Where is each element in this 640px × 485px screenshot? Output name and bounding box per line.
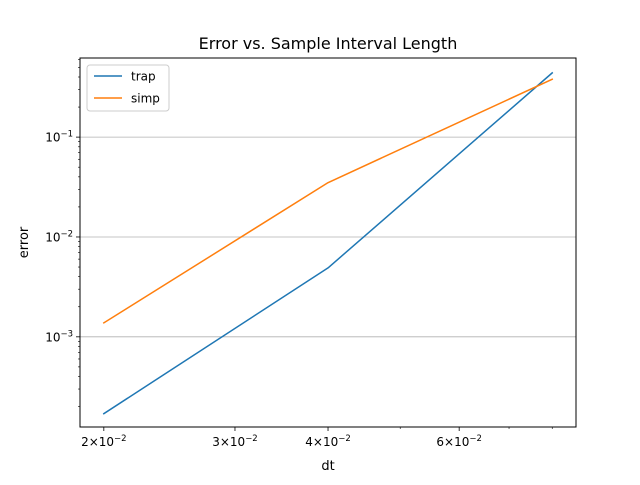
y-tick-label: 10−2 (45, 229, 73, 244)
x-tick-label: 6×10−2 (436, 434, 482, 449)
legend: trap simp (86, 64, 170, 112)
legend-label-trap: trap (131, 70, 156, 84)
x-tick-label: 4×10−2 (305, 434, 351, 449)
x-tick-label: 2×10−2 (81, 434, 127, 449)
y-tick-label: 10−3 (45, 329, 73, 344)
y-tick-label: 10−1 (45, 130, 73, 145)
y-axis-label: error (17, 226, 32, 258)
x-axis-label: dt (321, 459, 334, 474)
x-tick-label: 3×10−2 (212, 434, 258, 449)
legend-label-simp: simp (131, 92, 160, 106)
series-line-trap (102, 71, 554, 415)
series-line-simp (102, 78, 554, 324)
chart-title: Error vs. Sample Interval Length (199, 34, 458, 53)
